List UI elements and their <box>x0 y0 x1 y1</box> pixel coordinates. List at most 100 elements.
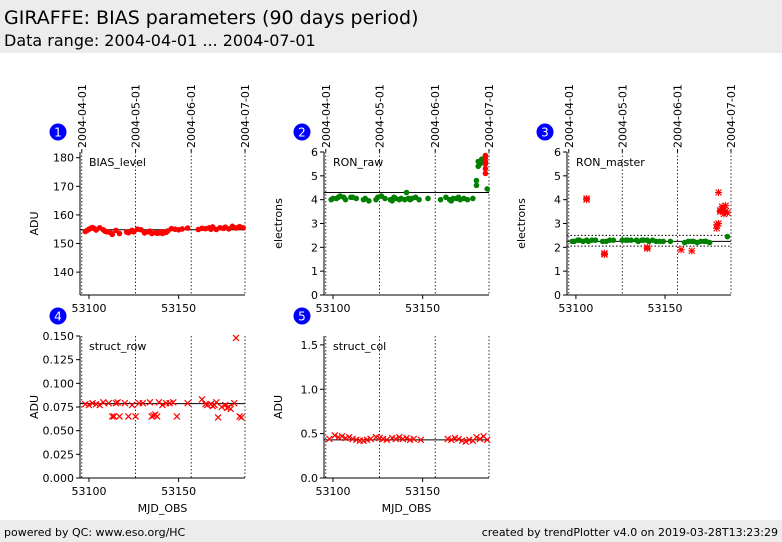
data-point <box>116 230 123 237</box>
x-axis-label: MJD_OBS <box>138 502 188 515</box>
data-point <box>722 202 730 210</box>
data-point <box>173 413 181 420</box>
date-tick-label: 2004-06-01 <box>672 84 685 148</box>
chart-panel-4: 0.000 0.025 0.050 0.075 0.100 0.125 0.150 53100… <box>28 307 246 515</box>
date-tick-label: 2004-04-01 <box>320 84 333 148</box>
data-point <box>331 431 339 439</box>
y-tick-label: 0.075 <box>43 401 75 414</box>
data-point <box>184 399 192 407</box>
y-tick-label: 0.0 <box>301 472 319 485</box>
y-tick-label: 180 <box>53 152 74 165</box>
data-point <box>437 196 444 203</box>
data-point <box>109 231 116 238</box>
parameter-label: struct_row <box>89 340 146 353</box>
data-point <box>218 403 226 411</box>
x-axis-label: MJD_OBS <box>382 502 432 515</box>
x-tick-label: 53100 <box>315 302 350 315</box>
data-point <box>482 152 489 159</box>
x-tick-label: 53150 <box>161 485 196 498</box>
data-point <box>353 195 360 202</box>
footer-created-by: created by trendPlotter v4.0 on 2019-03-… <box>481 526 778 539</box>
data-point <box>383 436 391 444</box>
data-point <box>159 401 166 409</box>
data-point <box>482 170 489 177</box>
page-subtitle: Data range: 2004-04-01 ... 2004-07-01 <box>4 31 316 50</box>
date-tick-label: 2004-04-01 <box>76 84 89 148</box>
data-point <box>338 432 346 440</box>
y-tick-label: 3 <box>311 218 318 231</box>
footer-powered-by: powered by QC: www.eso.org/HC <box>4 526 186 539</box>
chart-panel-1: 2004-04-01 2004-05-01 2004-06-01 2004-07-01… <box>28 84 252 315</box>
data-point <box>592 237 599 243</box>
y-tick-label: 1 <box>554 265 561 278</box>
x-tick-label: 53150 <box>648 302 683 315</box>
y-axis-label: ADU <box>28 395 41 419</box>
data-point <box>462 438 470 446</box>
footer-bar: powered by QC: www.eso.org/HC created by… <box>0 520 782 542</box>
y-tick-label: 1.5 <box>301 339 319 352</box>
date-tick-label: 2004-05-01 <box>130 84 143 148</box>
data-point <box>724 233 731 240</box>
data-point <box>464 196 471 203</box>
panel-number-badge <box>536 123 554 141</box>
data-point <box>124 413 132 420</box>
y-tick-label: 150 <box>53 238 74 251</box>
data-point <box>403 434 410 442</box>
y-tick-label: 0 <box>554 289 561 302</box>
data-point <box>121 399 129 407</box>
date-tick-label: 2004-07-01 <box>483 84 496 148</box>
data-point <box>232 334 240 342</box>
data-point <box>610 237 617 243</box>
data-point <box>99 398 107 406</box>
panel-number-label: 4 <box>54 310 62 324</box>
y-tick-label: 0.150 <box>43 330 75 343</box>
data-point <box>416 196 422 203</box>
data-point <box>660 238 667 245</box>
y-tick-label: 0.025 <box>43 448 75 461</box>
data-point <box>470 195 476 202</box>
y-tick-label: 3 <box>554 218 561 231</box>
data-point <box>723 209 731 217</box>
x-tick-label: 53150 <box>161 302 196 315</box>
x-tick-label: 53100 <box>315 485 350 498</box>
date-tick-label: 2004-07-01 <box>239 84 252 148</box>
chart-panel-2: 2004-04-01 2004-05-01 2004-06-01 2004-07-01… <box>272 84 496 315</box>
chart-panel-3: 2004-04-01 2004-05-01 2004-06-01 2004-07-01… <box>515 84 738 315</box>
data-point <box>667 238 674 245</box>
y-tick-label: 0.5 <box>301 428 319 441</box>
data-point <box>688 247 696 255</box>
data-point <box>132 413 140 420</box>
data-point <box>367 435 375 443</box>
panel-number-label: 1 <box>54 126 62 140</box>
x-tick-label: 53100 <box>71 485 106 498</box>
y-tick-label: 140 <box>53 266 74 279</box>
data-point <box>473 433 480 441</box>
data-point <box>146 398 154 406</box>
parameter-label: struct_col <box>333 340 386 353</box>
x-tick-label: 53100 <box>558 302 593 315</box>
data-point <box>403 189 410 196</box>
data-point <box>128 401 136 409</box>
data-point <box>677 246 685 254</box>
data-point <box>214 413 222 421</box>
y-axis-label: electrons <box>515 198 528 249</box>
data-point <box>713 224 721 232</box>
data-point <box>483 436 491 444</box>
data-point <box>184 225 191 231</box>
data-point <box>108 413 116 420</box>
data-point <box>85 401 93 409</box>
data-point <box>473 182 480 189</box>
y-tick-label: 1.0 <box>301 383 319 396</box>
y-tick-label: 5 <box>554 170 561 183</box>
data-point <box>715 220 723 227</box>
data-point <box>455 435 462 443</box>
data-point <box>715 189 723 197</box>
data-point <box>476 435 484 443</box>
y-tick-label: 6 <box>311 146 318 159</box>
panel-number-badge <box>49 123 67 141</box>
y-tick-label: 0.050 <box>43 425 75 438</box>
data-point <box>600 250 608 258</box>
y-tick-label: 4 <box>311 194 318 207</box>
data-point <box>105 399 113 407</box>
y-axis-label: ADU <box>272 395 285 419</box>
